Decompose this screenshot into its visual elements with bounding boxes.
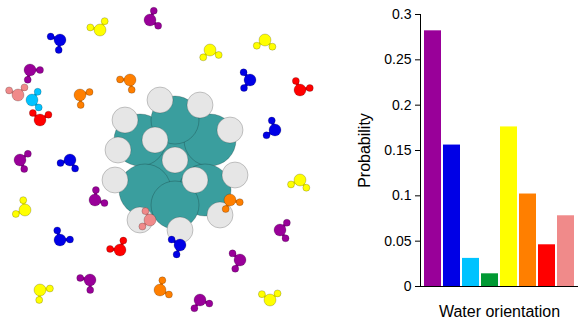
svg-text:0.3: 0.3 [392, 6, 412, 22]
svg-text:0.2: 0.2 [392, 97, 412, 113]
svg-text:Water orientation: Water orientation [439, 303, 560, 320]
svg-text:0.1: 0.1 [392, 187, 412, 203]
svg-text:0.25: 0.25 [384, 51, 411, 67]
svg-text:0: 0 [404, 278, 412, 294]
svg-text:0.15: 0.15 [384, 142, 411, 158]
svg-text:Probability: Probability [356, 113, 373, 188]
svg-text:0.05: 0.05 [384, 233, 411, 249]
